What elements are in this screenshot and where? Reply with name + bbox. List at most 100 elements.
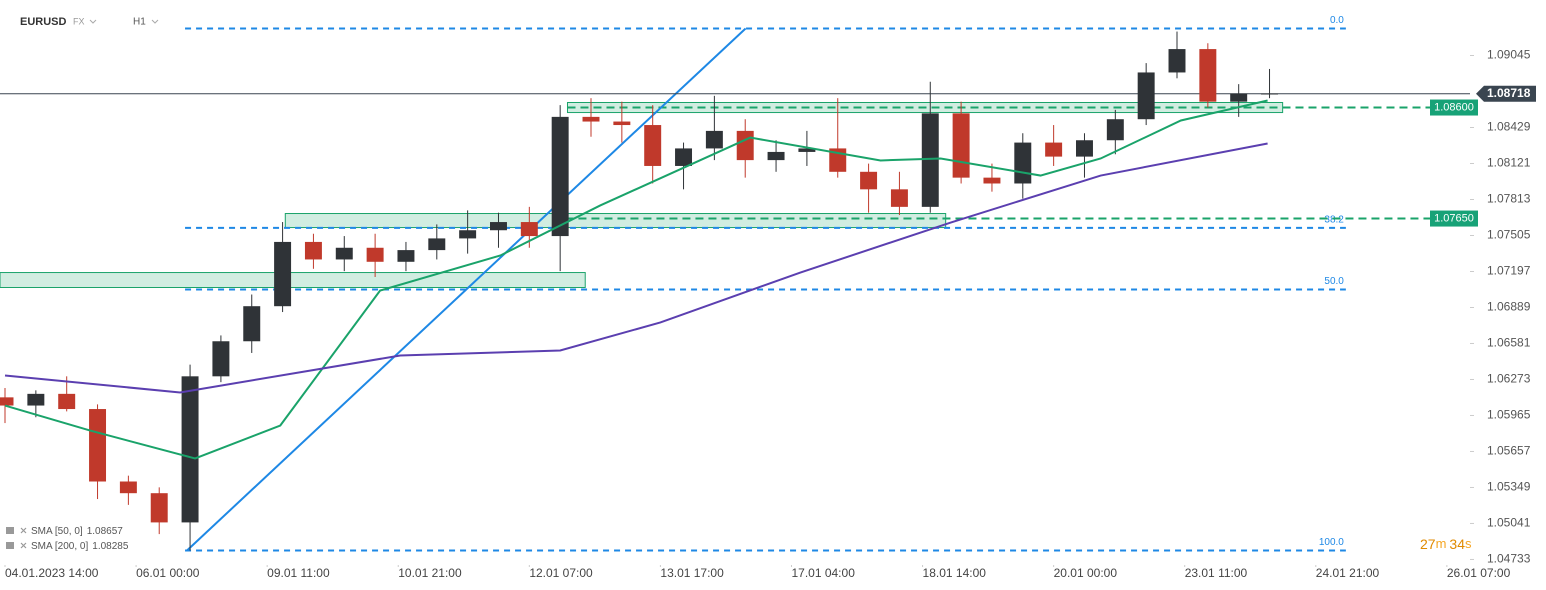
- legend-entry: SMA [200, 0] 1.08285: [31, 541, 129, 552]
- candle-body: [27, 393, 45, 406]
- y-tick-label: 1.05965: [1487, 408, 1531, 422]
- x-tick-label: 23.01 11:00: [1185, 566, 1248, 580]
- candle-body: [459, 230, 477, 239]
- legend-remove: [20, 527, 27, 534]
- countdown-part: 27: [1420, 536, 1436, 552]
- candle-body: [644, 125, 662, 166]
- candle-body: [212, 341, 230, 377]
- x-tick-label: 20.01 00:00: [1054, 566, 1118, 580]
- candle-body: [675, 148, 693, 166]
- candle-body: [952, 113, 970, 178]
- candle-body: [1230, 93, 1248, 102]
- countdown-part: s: [1465, 536, 1472, 551]
- candle-body: [1137, 72, 1155, 120]
- fib-label: 100.0: [1319, 537, 1344, 548]
- last-price-label: 1.08718: [1487, 86, 1531, 100]
- countdown-part: 34: [1449, 536, 1465, 552]
- candle-body: [890, 189, 908, 207]
- countdown: 27m 34s: [1420, 536, 1472, 552]
- x-tick-label: 10.01 21:00: [398, 566, 462, 580]
- y-tick-label: 1.09045: [1487, 48, 1531, 62]
- market: FX: [73, 16, 85, 26]
- legend-entry: SMA [50, 0] 1.08657: [31, 526, 123, 537]
- candle-body: [274, 241, 292, 307]
- candle-body: [921, 113, 939, 207]
- y-tick-label: 1.07505: [1487, 228, 1531, 242]
- x-tick-label: 12.01 07:00: [529, 566, 593, 580]
- candle-body: [0, 397, 14, 406]
- x-tick-label: 26.01 07:00: [1447, 566, 1511, 580]
- candle-body: [1045, 142, 1063, 157]
- legend-icon: [6, 527, 14, 534]
- level-tag: [1430, 99, 1478, 116]
- y-tick-label: 1.06581: [1487, 336, 1531, 350]
- candle-body: [243, 306, 261, 342]
- candle-body: [58, 393, 76, 410]
- candle-body: [798, 148, 816, 152]
- candle-body: [767, 151, 785, 161]
- zone: [284, 213, 947, 229]
- candle-body: [490, 222, 507, 231]
- candle-body: [428, 238, 446, 251]
- x-tick-label: 09.01 11:00: [267, 566, 330, 580]
- candle-body: [397, 250, 415, 262]
- candle-body: [736, 130, 754, 161]
- candle-body: [335, 247, 353, 260]
- candle-body: [1261, 93, 1279, 95]
- countdown-part: m: [1436, 536, 1447, 551]
- level-tag: [1430, 210, 1478, 227]
- candle-body: [1199, 49, 1217, 102]
- candle-body: [705, 130, 723, 149]
- dropdown-caret[interactable]: [151, 19, 159, 24]
- candle-body: [520, 222, 538, 237]
- candle-body: [582, 116, 600, 122]
- fib-label: 0.0: [1330, 15, 1344, 26]
- candle-body: [150, 493, 168, 523]
- zone: [0, 272, 586, 288]
- candle-body: [983, 177, 1001, 184]
- legend-value: 1.08285: [92, 541, 129, 552]
- y-tick-label: 1.05349: [1487, 480, 1531, 494]
- candle-body: [1168, 49, 1186, 73]
- candle-body: [1014, 142, 1032, 184]
- candle-body: [304, 241, 322, 260]
- legend-remove: [20, 542, 27, 549]
- candle-body: [181, 376, 199, 523]
- symbol[interactable]: EURUSD: [20, 16, 67, 28]
- fib-label: 50.0: [1324, 276, 1344, 287]
- legend-value: 1.08657: [87, 526, 124, 537]
- legend-name: SMA [200, 0]: [31, 541, 88, 552]
- candle-body: [119, 481, 137, 494]
- interval[interactable]: H1: [133, 17, 146, 28]
- legend-icon: [6, 542, 14, 549]
- candle-body: [860, 171, 878, 190]
- dropdown-caret[interactable]: [89, 19, 97, 24]
- legend-name: SMA [50, 0]: [31, 526, 83, 537]
- y-tick-label: 1.07197: [1487, 264, 1531, 278]
- level-label: 1.07650: [1434, 212, 1474, 224]
- sma-line: [4, 99, 1268, 460]
- fib-label: 38.2: [1324, 215, 1344, 226]
- candle-body: [551, 116, 569, 237]
- x-tick-label: 24.01 21:00: [1316, 566, 1380, 580]
- candle-body: [1106, 119, 1124, 141]
- candle-body: [1075, 140, 1093, 157]
- x-tick-label: 18.01 14:00: [923, 566, 987, 580]
- x-tick-label: 04.01.2023 14:00: [5, 566, 99, 580]
- y-tick-label: 1.07813: [1487, 192, 1531, 206]
- y-tick-label: 1.05657: [1487, 444, 1531, 458]
- candle-body: [89, 409, 107, 482]
- x-tick-label: 17.01 04:00: [791, 566, 855, 580]
- y-tick-label: 1.04733: [1487, 552, 1531, 566]
- y-tick-label: 1.05041: [1487, 516, 1531, 530]
- y-tick-label: 1.06273: [1487, 372, 1531, 386]
- y-tick-label: 1.06889: [1487, 300, 1531, 314]
- x-tick-label: 13.01 17:00: [660, 566, 724, 580]
- sma-line: [4, 142, 1268, 394]
- candle-body: [366, 247, 384, 262]
- last-price-tag: [1476, 85, 1536, 102]
- y-tick-label: 1.08121: [1487, 156, 1531, 170]
- x-tick-label: 06.01 00:00: [136, 566, 200, 580]
